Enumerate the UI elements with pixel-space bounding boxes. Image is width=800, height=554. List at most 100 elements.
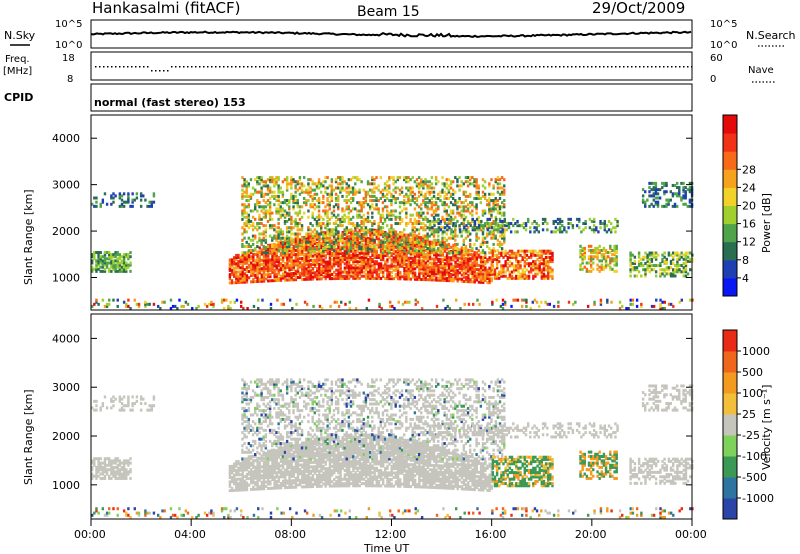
- power-cell: [330, 232, 334, 236]
- power-cell: [305, 242, 308, 246]
- power-cell: [417, 249, 421, 253]
- power-cell: [399, 277, 402, 281]
- power-cell: [597, 230, 600, 234]
- power-cell: [337, 194, 340, 198]
- power-cell: [369, 258, 372, 262]
- power-cell: [364, 194, 368, 198]
- power-cell: [508, 272, 512, 276]
- power-cell: [317, 215, 321, 219]
- power-cell: [477, 222, 480, 226]
- power-cell: [435, 219, 438, 223]
- power-cell: [241, 261, 244, 265]
- power-cell: [373, 276, 376, 280]
- power-cell: [369, 262, 372, 266]
- power-cell: [424, 261, 427, 265]
- power-cell: [313, 232, 317, 236]
- power-cell: [409, 277, 413, 281]
- power-cell: [475, 278, 479, 282]
- power-cell: [464, 249, 468, 253]
- power-cell: [347, 237, 351, 241]
- power-cell: [122, 253, 126, 257]
- power-cell: [682, 253, 686, 257]
- power-cell: [578, 226, 581, 230]
- power-cell: [540, 270, 544, 274]
- power-cell: [277, 207, 280, 211]
- power-cell: [498, 240, 502, 244]
- power-cell: [477, 215, 480, 219]
- power-cell: [398, 188, 402, 192]
- power-cell: [394, 186, 397, 190]
- power-cell: [642, 268, 645, 272]
- power-cell: [129, 204, 132, 208]
- power-cell: [110, 194, 113, 198]
- power-cell: [95, 267, 98, 271]
- power-cell: [401, 264, 404, 268]
- power-cell: [473, 263, 476, 267]
- power-cell: [488, 192, 491, 196]
- power-cell: [275, 180, 278, 184]
- power-cell: [99, 259, 102, 263]
- power-cell: [352, 270, 355, 274]
- power-cell: [324, 231, 327, 235]
- power-cell: [682, 257, 686, 261]
- power-cell: [264, 211, 268, 215]
- power-cell: [277, 194, 280, 198]
- power-cell: [458, 262, 462, 266]
- power-cell: [286, 247, 289, 251]
- power-cell: [551, 274, 554, 278]
- power-cell: [422, 182, 425, 186]
- power-cell: [471, 203, 474, 207]
- power-cell: [341, 238, 344, 242]
- power-cell: [388, 274, 391, 278]
- power-cell: [536, 268, 539, 272]
- power-cell: [375, 268, 378, 272]
- freq-point: [527, 66, 529, 68]
- power-cell: [354, 274, 357, 278]
- power-cell: [101, 255, 105, 259]
- power-cell: [350, 243, 353, 247]
- power-cell: [125, 269, 128, 273]
- power-cell: [110, 265, 113, 269]
- power-cell: [675, 194, 679, 198]
- power-cell: [399, 254, 402, 258]
- power-cell: [678, 194, 681, 198]
- power-cell: [379, 270, 383, 274]
- power-cell: [447, 222, 451, 226]
- power-cell: [379, 249, 383, 253]
- power-cell: [407, 251, 410, 255]
- power-cell: [324, 268, 327, 272]
- power-cell: [458, 213, 461, 217]
- power-cell: [405, 224, 408, 228]
- power-cell: [373, 222, 376, 226]
- power-cell: [347, 253, 351, 257]
- power-cell: [345, 201, 348, 205]
- freq-point: [339, 66, 341, 68]
- power-cell: [492, 236, 495, 240]
- power-cell: [437, 253, 440, 257]
- power-cell: [579, 265, 582, 269]
- power-cell: [232, 274, 236, 278]
- power-cell: [118, 196, 122, 200]
- power-cell: [435, 257, 438, 261]
- power-cell: [392, 240, 395, 244]
- power-cell: [493, 272, 497, 276]
- power-cell: [271, 256, 274, 260]
- power-cell: [228, 266, 232, 270]
- freq-tick-low: 8: [67, 74, 73, 85]
- power-cell: [413, 196, 417, 200]
- power-cell: [492, 203, 495, 207]
- power-cell: [650, 202, 653, 206]
- power-cell: [356, 243, 359, 247]
- power-cell: [569, 217, 572, 221]
- power-cell: [256, 203, 259, 207]
- power-cell: [394, 273, 398, 277]
- power-cell: [409, 219, 412, 223]
- power-cell: [682, 261, 686, 265]
- power-cell: [479, 242, 483, 246]
- power-cell: [390, 213, 393, 217]
- power-cell: [256, 273, 259, 277]
- power-cell: [439, 240, 442, 244]
- power-cell: [533, 219, 536, 223]
- power-cell: [532, 268, 535, 272]
